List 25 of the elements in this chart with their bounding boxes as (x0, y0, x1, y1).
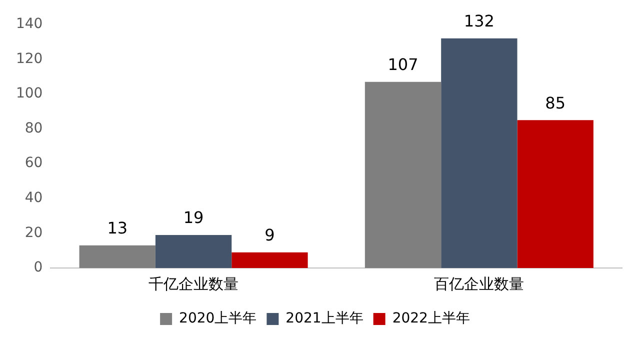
bar (441, 38, 518, 268)
x-tick-label: 千亿企业数量 (148, 274, 239, 293)
y-tick-label: 140 (16, 16, 43, 32)
y-tick-label: 80 (24, 120, 43, 136)
data-label: 107 (388, 54, 418, 74)
data-label: 132 (464, 11, 494, 30)
data-label: 13 (107, 218, 128, 238)
data-label: 85 (545, 93, 566, 112)
data-label: 9 (264, 225, 275, 244)
y-tick-label: 0 (34, 260, 43, 276)
bar (364, 82, 442, 268)
y-tick-label: 60 (24, 155, 43, 172)
y-tick-label: 100 (16, 86, 43, 102)
legend-label: 2020上半年 (179, 310, 257, 327)
bar (155, 234, 232, 268)
y-tick-label: 120 (16, 50, 43, 67)
data-label: 19 (183, 208, 204, 228)
legend-label: 2022上半年 (392, 310, 470, 327)
bar (232, 252, 308, 268)
y-tick-label: 20 (24, 224, 43, 241)
bar (79, 245, 156, 268)
bar (517, 120, 594, 268)
x-tick-label: 百亿企业数量 (434, 274, 524, 293)
legend-label: 2021上半年 (286, 310, 364, 327)
y-tick-label: 40 (24, 190, 43, 206)
